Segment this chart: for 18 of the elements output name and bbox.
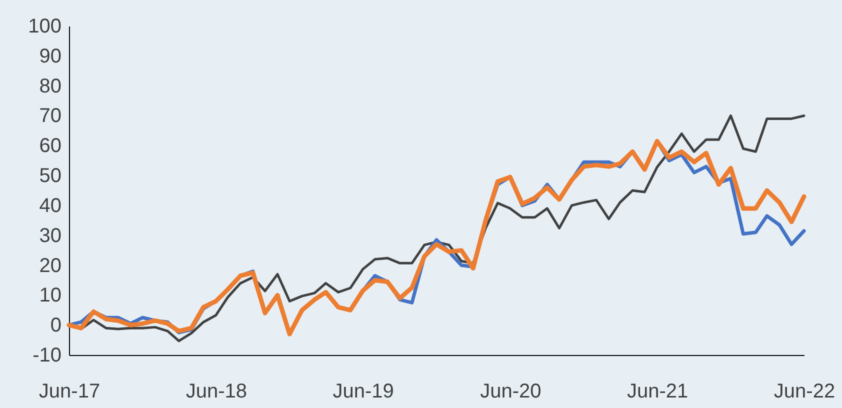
x-tick-label: Jun-17 [38,380,100,402]
x-tick-label: Jun-21 [627,380,688,402]
y-tick-label: 70 [39,105,62,128]
y-tick-label: 100 [28,16,62,38]
y-tick-label: 30 [39,224,62,247]
y-tick-label: 80 [39,75,62,98]
y-tick-label: 0 [50,314,62,337]
x-tick-label: Jun-20 [480,380,542,402]
y-tick-label: 90 [39,45,62,68]
y-tick-label: -10 [32,344,62,366]
y-tick-label: 60 [39,135,62,158]
y-tick-label: 20 [39,254,62,277]
x-tick-label: Jun-18 [186,380,247,402]
y-tick-label: 50 [39,165,62,188]
x-tick-label: Jun-19 [332,380,394,402]
y-tick-label: 40 [39,194,62,217]
x-tick-label: Jun-22 [774,380,836,402]
y-tick-label: 10 [39,284,62,307]
